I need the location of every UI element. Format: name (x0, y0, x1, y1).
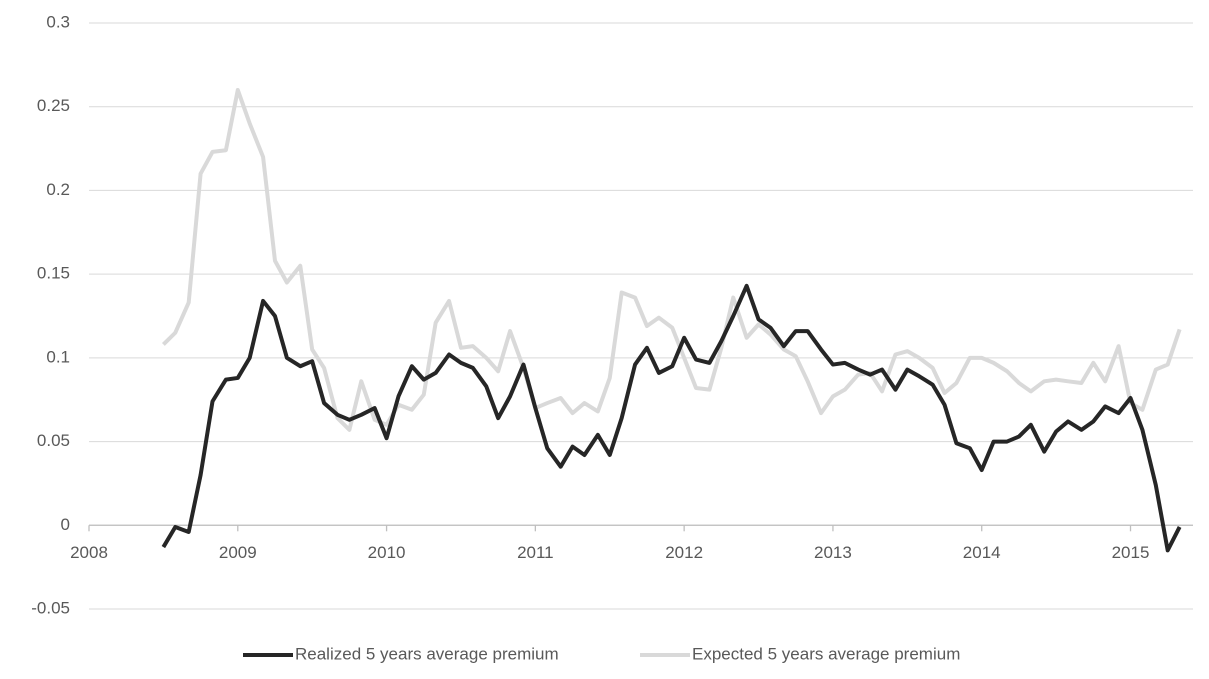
series-line (161, 87, 1182, 432)
series-line (161, 283, 1182, 553)
y-tick-label: 0.3 (46, 12, 70, 31)
x-tick-label: 2013 (814, 543, 852, 562)
y-tick-label: 0.1 (46, 347, 70, 366)
x-tick-label: 2012 (665, 543, 703, 562)
y-tick-label: 0.2 (46, 180, 70, 199)
x-tick-label: 2014 (963, 543, 1001, 562)
x-tick-label: 2011 (517, 543, 554, 562)
legend-label: Realized 5 years average premium (295, 644, 559, 663)
y-tick-label: 0.25 (37, 96, 70, 115)
x-tick-label: 2008 (70, 543, 108, 562)
y-tick-label: -0.05 (31, 598, 70, 617)
legend-label: Expected 5 years average premium (692, 644, 960, 663)
y-tick-label: 0.05 (37, 431, 70, 450)
y-tick-label: 0.15 (37, 264, 70, 283)
x-tick-label: 2010 (368, 543, 406, 562)
y-tick-label: 0 (61, 515, 70, 534)
x-tick-label: 2009 (219, 543, 257, 562)
x-tick-label: 2015 (1112, 543, 1150, 562)
